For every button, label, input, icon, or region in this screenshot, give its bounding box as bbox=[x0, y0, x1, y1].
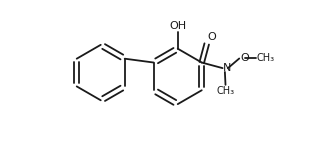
Text: O: O bbox=[207, 32, 216, 42]
Text: O: O bbox=[240, 53, 249, 63]
Text: OH: OH bbox=[169, 21, 186, 31]
Text: CH₃: CH₃ bbox=[257, 53, 275, 63]
Text: CH₃: CH₃ bbox=[217, 86, 234, 96]
Text: N: N bbox=[223, 63, 232, 73]
